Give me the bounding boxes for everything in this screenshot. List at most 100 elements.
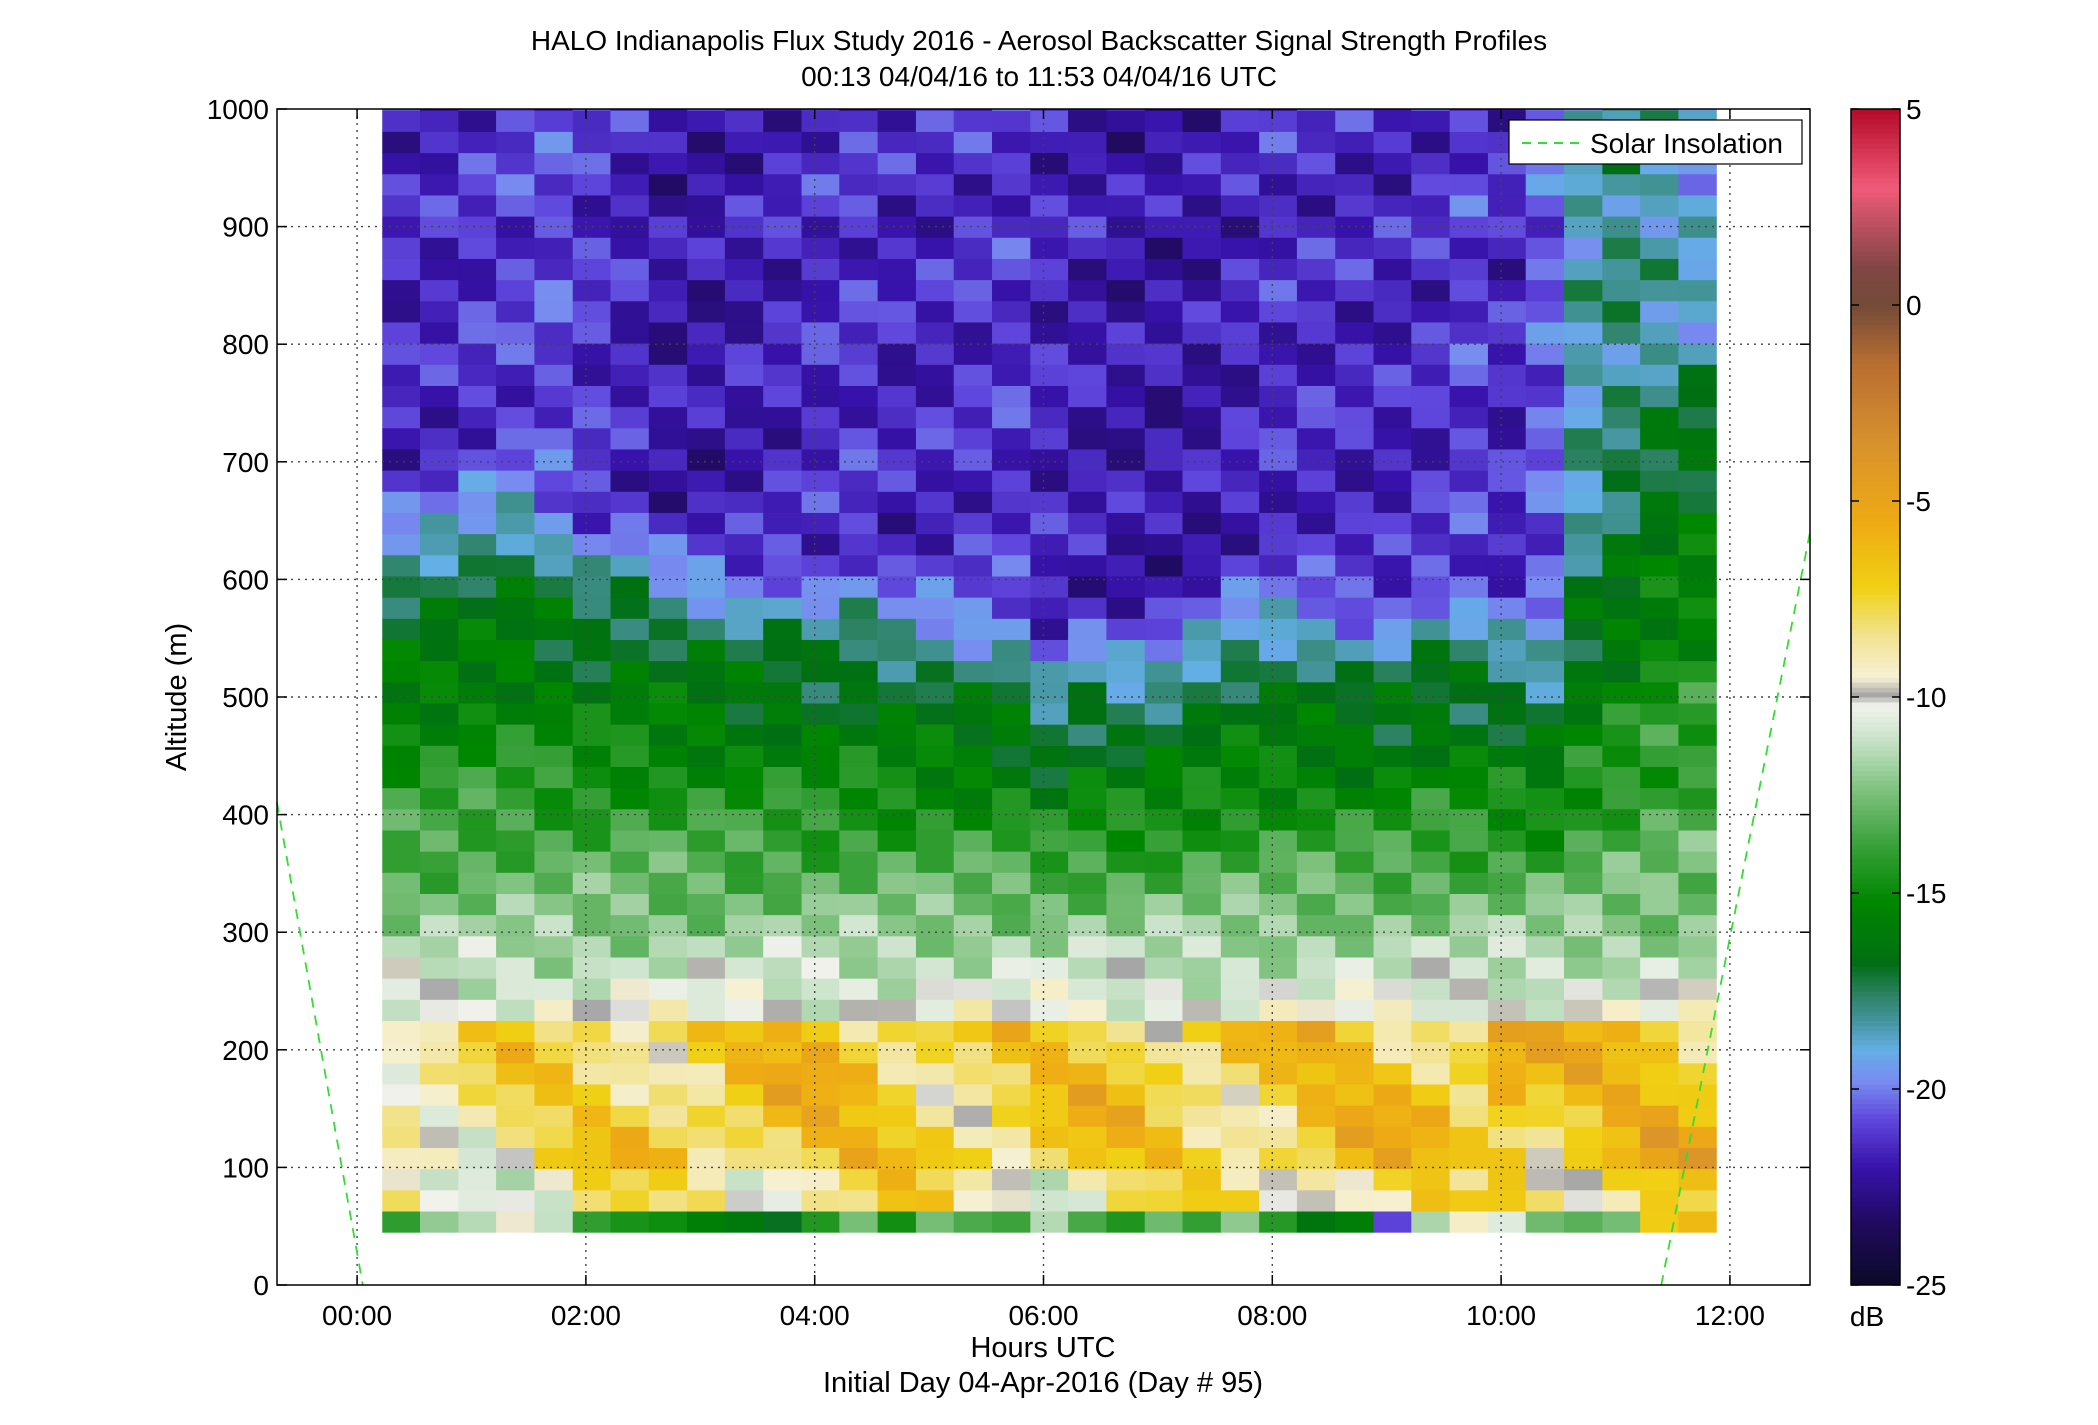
- colorbar-segment: [1851, 961, 1900, 967]
- heatmap-cell: [877, 1041, 917, 1064]
- heatmap-cell: [724, 216, 764, 238]
- colorbar-segment: [1851, 496, 1900, 502]
- heatmap-cell: [458, 575, 497, 598]
- heatmap-cell: [1678, 956, 1717, 979]
- colorbar-segment: [1851, 1221, 1900, 1227]
- heatmap-cell: [420, 1041, 459, 1064]
- heatmap-cell: [1068, 1062, 1108, 1085]
- heatmap-cell: [915, 173, 955, 196]
- heatmap-cell: [496, 660, 536, 683]
- heatmap-cell: [1640, 1041, 1680, 1064]
- heatmap-cell: [1487, 1147, 1527, 1170]
- heatmap-cell: [953, 745, 993, 767]
- heatmap-cell: [1144, 935, 1184, 958]
- heatmap-cell: [1106, 491, 1146, 513]
- colorbar-tick-label: -15: [1906, 878, 1946, 909]
- heatmap-cell: [1487, 533, 1527, 556]
- heatmap-cell: [1259, 702, 1298, 725]
- heatmap-cell: [1602, 702, 1641, 725]
- heatmap-cell: [1335, 1105, 1375, 1127]
- heatmap-cell: [1373, 343, 1412, 365]
- heatmap-cell: [610, 618, 650, 640]
- heatmap-cell: [953, 470, 993, 492]
- heatmap-cell: [420, 406, 459, 429]
- x-axis-label: Hours UTC: [970, 1332, 1115, 1364]
- heatmap-cell: [1487, 1041, 1527, 1064]
- heatmap-cell: [1640, 173, 1680, 196]
- heatmap-cell: [382, 660, 421, 683]
- heatmap-cell: [1487, 1168, 1527, 1191]
- heatmap-cell: [839, 639, 879, 662]
- heatmap-cell: [496, 808, 536, 831]
- heatmap-cell: [458, 914, 497, 937]
- heatmap-cell: [1640, 935, 1680, 958]
- heatmap-cell: [610, 766, 650, 789]
- heatmap-cell: [1411, 1105, 1451, 1127]
- heatmap-cell: [496, 787, 536, 810]
- heatmap-cell: [1449, 216, 1489, 238]
- heatmap-cell: [420, 618, 459, 640]
- heatmap-cell: [801, 554, 840, 577]
- heatmap-cell: [1602, 173, 1641, 196]
- heatmap-cell: [1525, 533, 1565, 556]
- heatmap-cell: [1602, 1126, 1641, 1149]
- heatmap-cell: [1525, 808, 1565, 831]
- heatmap-cell: [1068, 766, 1108, 789]
- heatmap-cell: [1373, 1020, 1412, 1043]
- heatmap-cell: [572, 702, 612, 725]
- heatmap-cell: [458, 1041, 497, 1064]
- heatmap-cell: [1602, 766, 1641, 789]
- heatmap-cell: [1068, 787, 1108, 810]
- heatmap-cell: [1182, 1105, 1222, 1127]
- heatmap-cell: [610, 110, 650, 132]
- heatmap-cell: [1602, 956, 1641, 979]
- heatmap-cell: [915, 681, 955, 704]
- heatmap-cell: [1449, 914, 1489, 937]
- heatmap-cell: [724, 321, 764, 344]
- heatmap-cell: [1259, 914, 1298, 937]
- heatmap-cell: [687, 660, 726, 683]
- colorbar-gradient: [1851, 109, 1900, 1286]
- heatmap-cell: [1640, 618, 1680, 640]
- heatmap-cell: [496, 1020, 536, 1043]
- heatmap-cell: [382, 1168, 421, 1191]
- colorbar-segment: [1851, 153, 1900, 159]
- heatmap-cell: [1220, 406, 1260, 429]
- heatmap-cell: [1373, 1105, 1412, 1127]
- colorbar-segment: [1851, 1064, 1900, 1070]
- colorbar-segment: [1851, 1231, 1900, 1237]
- heatmap-cell: [420, 681, 459, 704]
- colorbar-segment: [1851, 853, 1900, 860]
- colorbar-segment: [1851, 1049, 1900, 1056]
- heatmap-cell: [1144, 914, 1184, 937]
- colorbar-segment: [1851, 956, 1900, 963]
- heatmap-cell: [610, 109, 650, 111]
- heatmap-cell: [801, 512, 840, 535]
- heatmap-cell: [1030, 131, 1069, 154]
- heatmap-cell: [1525, 385, 1565, 408]
- heatmap-cell: [648, 1083, 688, 1106]
- heatmap-cell: [1335, 131, 1375, 154]
- chart-subtitle: 00:13 04/04/16 to 11:53 04/04/16 UTC: [801, 61, 1277, 92]
- heatmap-cell: [1182, 512, 1222, 535]
- heatmap-cell: [648, 787, 688, 810]
- heatmap-cell: [572, 935, 612, 958]
- heatmap-cell: [1487, 766, 1527, 789]
- heatmap-cell: [724, 766, 764, 789]
- heatmap-cell: [420, 1105, 459, 1127]
- heatmap-cell: [724, 279, 764, 302]
- heatmap-cell: [1373, 533, 1412, 556]
- heatmap-cell: [1335, 1189, 1375, 1212]
- heatmap-cell: [648, 427, 688, 450]
- heatmap-cell: [1564, 216, 1603, 238]
- heatmap-cell: [1296, 956, 1336, 979]
- heatmap-cell: [534, 935, 574, 958]
- heatmap-cell: [1640, 406, 1680, 429]
- heatmap-cell: [534, 110, 574, 132]
- heatmap-cell: [1030, 660, 1069, 683]
- colorbar-segment: [1851, 535, 1900, 541]
- heatmap-cell: [420, 575, 459, 598]
- heatmap-cell: [839, 724, 879, 746]
- heatmap-cell: [877, 1062, 917, 1085]
- heatmap-cell: [877, 300, 917, 323]
